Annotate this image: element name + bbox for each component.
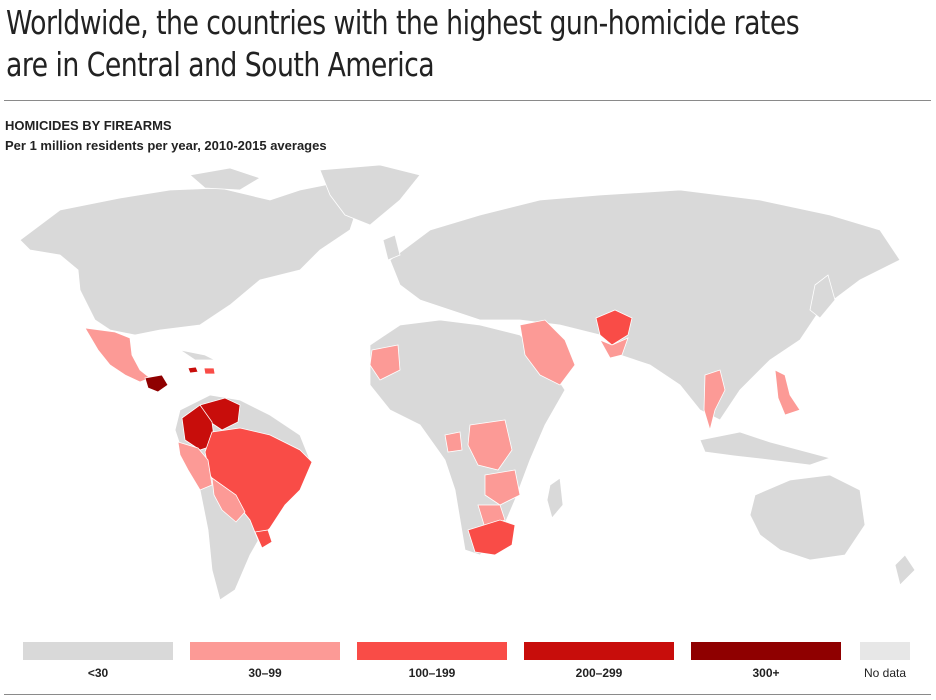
indonesia: [699, 431, 832, 466]
map-subtitle: Per 1 million residents per year, 2010-2…: [5, 138, 327, 153]
legend-label-30-99: 30–99: [248, 666, 282, 680]
legend-swatch-100-199: [357, 642, 507, 660]
map-legend: <30 30–99 100–199 200–299 300+ No data: [0, 642, 936, 682]
philippines: [774, 369, 801, 416]
legend-label-300-plus: 300+: [752, 666, 780, 680]
peru: [177, 441, 213, 491]
afghanistan: [595, 309, 633, 346]
gabon: [444, 431, 463, 453]
dr-congo: [467, 419, 513, 471]
landmasses-base: [19, 164, 916, 601]
jamaica: [187, 366, 199, 374]
world-map: [19, 164, 916, 601]
cuba: [179, 349, 216, 361]
zambia: [484, 469, 521, 506]
legend-label-lt30: <30: [87, 666, 109, 680]
pakistan: [599, 337, 629, 359]
madagascar: [546, 477, 564, 519]
uruguay: [254, 529, 273, 549]
legend-label-100-199: 100–199: [408, 666, 456, 680]
bolivia: [211, 477, 246, 523]
mexico: [84, 327, 151, 383]
legend-swatch-300-plus: [691, 642, 841, 660]
saudi-arabia: [519, 319, 576, 386]
map-subhead: HOMICIDES BY FIREARMS: [5, 118, 172, 133]
page-title: Worldwide, the countries with the highes…: [6, 3, 800, 84]
arctic-islands: [189, 167, 261, 191]
australia: [749, 474, 866, 561]
bottom-divider: [4, 694, 931, 695]
uk: [382, 234, 401, 261]
thailand: [703, 369, 726, 432]
greenland: [319, 164, 421, 226]
honduras: [144, 374, 169, 393]
mauritania: [369, 344, 401, 381]
eurasia: [389, 189, 901, 421]
south-africa: [467, 519, 516, 556]
north-america: [19, 181, 361, 336]
legend-swatch-200-299: [524, 642, 674, 660]
legend-label-200-299: 200–299: [575, 666, 623, 680]
title-divider: [4, 100, 931, 101]
legend-label-no-data: No data: [863, 666, 907, 680]
colored-countries: [84, 309, 801, 556]
legend-swatch-30-99: [190, 642, 340, 660]
legend-swatch-no-data: [860, 642, 910, 660]
dominican-republic: [203, 367, 216, 375]
new-zealand: [894, 554, 916, 586]
japan: [809, 274, 836, 319]
legend-swatch-lt30: [23, 642, 173, 660]
